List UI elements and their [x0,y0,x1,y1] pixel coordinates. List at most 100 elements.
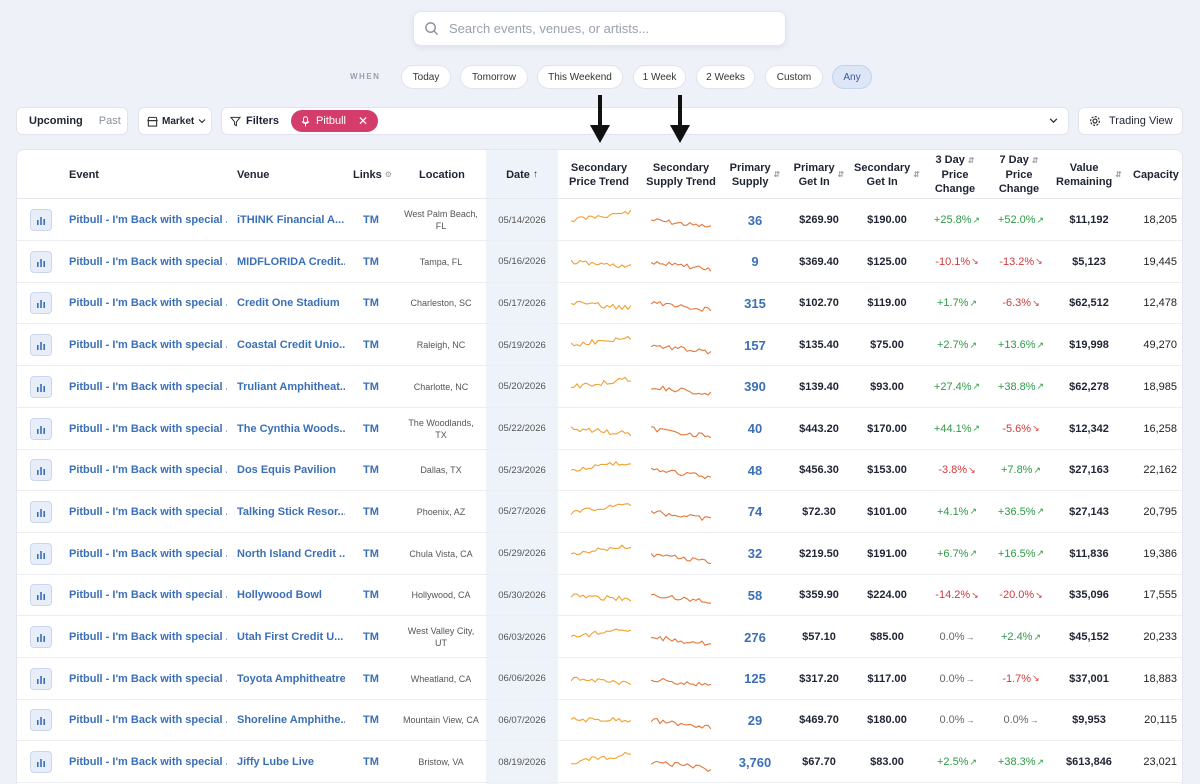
when-1-week[interactable]: 1 Week [633,65,686,89]
table-row[interactable]: Pitbull - I'm Back with special ... Credi… [17,282,1182,325]
chart-icon[interactable] [30,334,52,357]
ticketmaster-link[interactable]: TM [363,255,379,268]
event-link[interactable]: Pitbull - I'm Back with special ... [69,589,227,602]
venue-link[interactable]: The Cynthia Woods... [237,422,345,435]
venue-link[interactable]: Truliant Amphitheat... [237,380,345,393]
when-any[interactable]: Any [832,65,872,89]
event-link[interactable]: Pitbull - I'm Back with special ... [69,380,227,393]
primary-supply-value[interactable]: 36 [747,212,763,228]
table-row[interactable]: Pitbull - I'm Back with special ... iTHIN… [17,199,1182,241]
chart-icon[interactable] [30,667,52,690]
event-link[interactable]: Pitbull - I'm Back with special ... [69,422,227,435]
close-icon[interactable]: ✕ [357,114,369,128]
table-row[interactable]: Pitbull - I'm Back with special ... Talki… [17,491,1182,533]
col-secondary-get-in[interactable]: Secondary Get In ⇵ [854,161,920,188]
col-secondary-price-trend[interactable]: Secondary Price Trend [569,161,629,188]
ticketmaster-link[interactable]: TM [363,672,379,685]
event-link[interactable]: Pitbull - I'm Back with special ... [69,714,227,727]
venue-link[interactable]: MIDFLORIDA Credit... [237,255,345,268]
primary-supply-value[interactable]: 40 [747,421,763,436]
event-link[interactable]: Pitbull - I'm Back with special ... [69,214,227,226]
col-date[interactable]: Date ↑ [506,168,538,181]
ticketmaster-link[interactable]: TM [363,297,379,310]
event-link[interactable]: Pitbull - I'm Back with special ... [69,672,227,685]
table-row[interactable]: Pitbull - I'm Back with special ... Jiffy… [17,741,1182,784]
ticketmaster-link[interactable]: TM [363,505,379,518]
chart-icon[interactable] [30,209,52,231]
primary-supply-value[interactable]: 3,760 [738,754,772,770]
chart-icon[interactable] [30,542,52,565]
event-link[interactable]: Pitbull - I'm Back with special ... [69,339,227,352]
ticketmaster-link[interactable]: TM [363,339,379,352]
col-capacity[interactable]: Capacity [1133,168,1179,181]
primary-supply-value[interactable]: 48 [747,462,763,478]
venue-link[interactable]: iTHINK Financial A... [237,214,345,226]
market-dropdown[interactable]: Market [138,107,212,135]
filters-bar[interactable]: Filters Pitbull ✕ [221,107,1069,135]
primary-supply-value[interactable]: 32 [747,546,763,562]
when-today[interactable]: Today [401,65,451,89]
venue-link[interactable]: North Island Credit ... [237,547,345,560]
col-links[interactable]: Links ⚙ [353,168,392,181]
venue-link[interactable]: Hollywood Bowl [237,589,322,602]
chart-icon[interactable] [30,584,52,607]
table-row[interactable]: Pitbull - I'm Back with special ... Truli… [17,366,1182,408]
venue-link[interactable]: Jiffy Lube Live [237,756,315,769]
ticketmaster-link[interactable]: TM [363,589,379,602]
chart-icon[interactable] [30,626,52,648]
primary-supply-value[interactable]: 125 [744,671,766,687]
artist-filter-chip[interactable]: Pitbull ✕ [291,110,379,132]
primary-supply-value[interactable]: 276 [744,629,766,645]
ticketmaster-link[interactable]: TM [363,214,379,226]
primary-supply-value[interactable]: 74 [747,504,763,520]
event-link[interactable]: Pitbull - I'm Back with special ... [69,547,227,560]
primary-supply-value[interactable]: 390 [744,379,766,395]
col-3-day-change[interactable]: 3 Day ⇵ Price Change [934,154,976,195]
chart-icon[interactable] [30,500,52,523]
ticketmaster-link[interactable]: TM [363,380,379,393]
ticketmaster-link[interactable]: TM [363,714,379,727]
ticketmaster-link[interactable]: TM [363,464,379,477]
col-primary-supply[interactable]: Primary Supply ⇵ [729,161,781,188]
venue-link[interactable]: Talking Stick Resor... [237,505,345,518]
tab-past[interactable]: Past [98,115,121,127]
col-primary-get-in[interactable]: Primary Get In ⇵ [793,161,845,188]
chart-icon[interactable] [30,375,52,398]
event-link[interactable]: Pitbull - I'm Back with special ... [69,464,227,477]
table-row[interactable]: Pitbull - I'm Back with special ... Dos E… [17,449,1182,492]
when-custom[interactable]: Custom [765,65,823,89]
table-row[interactable]: Pitbull - I'm Back with special ... MIDFL… [17,241,1182,283]
chart-icon[interactable] [30,459,52,482]
chart-icon[interactable] [30,292,52,315]
ticketmaster-link[interactable]: TM [363,547,379,560]
event-link[interactable]: Pitbull - I'm Back with special ... [69,505,227,518]
chart-icon[interactable] [30,709,52,732]
venue-link[interactable]: Utah First Credit U... [237,631,344,643]
col-location[interactable]: Location [419,168,465,181]
primary-supply-value[interactable]: 58 [747,587,763,603]
ticketmaster-link[interactable]: TM [363,756,379,769]
chart-icon[interactable] [30,250,52,273]
event-link[interactable]: Pitbull - I'm Back with special ... [69,297,227,310]
table-row[interactable]: Pitbull - I'm Back with special ... Toyot… [17,658,1182,700]
table-row[interactable]: Pitbull - I'm Back with special ... Holly… [17,574,1182,617]
col-secondary-supply-trend[interactable]: Secondary Supply Trend [646,161,716,188]
venue-link[interactable]: Coastal Credit Unio... [237,339,345,352]
when-this-weekend[interactable]: This Weekend [537,65,623,89]
venue-link[interactable]: Toyota Amphitheatre [237,672,345,685]
when-2-weeks[interactable]: 2 Weeks [696,65,755,89]
col-value-remaining[interactable]: Value Remaining ⇵ [1056,161,1122,188]
venue-link[interactable]: Shoreline Amphithe... [237,714,345,727]
chart-icon[interactable] [30,751,52,774]
event-link[interactable]: Pitbull - I'm Back with special ... [69,255,227,268]
chart-icon[interactable] [30,417,52,440]
ticketmaster-link[interactable]: TM [363,631,379,643]
tab-upcoming[interactable]: Upcoming [29,115,83,127]
event-link[interactable]: Pitbull - I'm Back with special ... [69,756,227,769]
table-row[interactable]: Pitbull - I'm Back with special ... The C… [17,408,1182,450]
when-tomorrow[interactable]: Tomorrow [460,65,528,89]
table-row[interactable]: Pitbull - I'm Back with special ... Coast… [17,324,1182,367]
ticketmaster-link[interactable]: TM [363,422,379,435]
event-link[interactable]: Pitbull - I'm Back with special ... [69,631,227,643]
chevron-down-icon[interactable] [1049,116,1058,125]
